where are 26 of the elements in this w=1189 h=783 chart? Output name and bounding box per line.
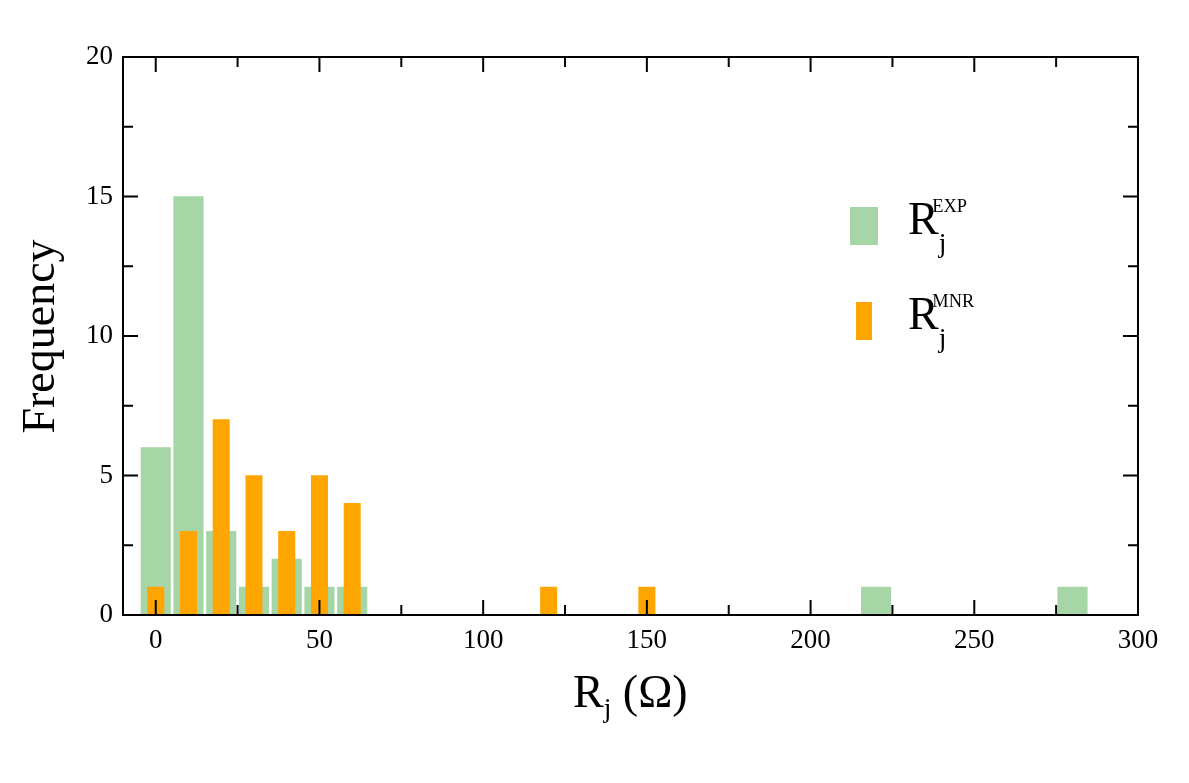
bar	[140, 447, 171, 615]
x-tick-label: 250	[954, 624, 995, 655]
x-tick-label: 100	[462, 624, 504, 655]
bar	[245, 475, 263, 615]
x-tick-label: 50	[305, 624, 333, 655]
x-tick-label: 0	[148, 624, 163, 655]
y-tick-label: 5	[99, 458, 113, 489]
x-tick-label: 150	[626, 624, 668, 655]
bar	[179, 530, 197, 615]
bar	[147, 586, 165, 615]
y-tick-label: 10	[86, 319, 113, 350]
bar	[343, 503, 361, 615]
bar	[212, 419, 230, 615]
bar	[540, 586, 558, 615]
bar	[861, 586, 892, 615]
bar	[310, 475, 328, 615]
y-axis-title: Frequency	[11, 238, 65, 434]
bar	[278, 530, 296, 615]
y-tick-label: 0	[99, 598, 113, 629]
x-tick-label: 300	[1117, 624, 1159, 655]
x-axis-title: R$_{j}$ (Ω)	[573, 665, 688, 725]
y-tick-label: 15	[86, 179, 113, 210]
bar	[1057, 586, 1088, 615]
y-tick-label: 20	[86, 40, 113, 71]
x-tick-label: 200	[790, 624, 831, 655]
bar	[638, 586, 656, 615]
